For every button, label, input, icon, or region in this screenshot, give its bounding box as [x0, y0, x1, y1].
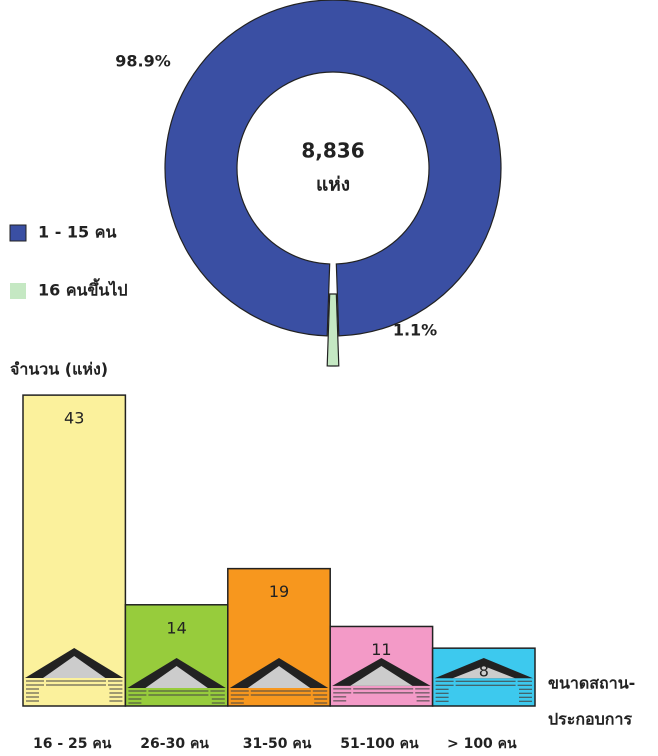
center-unit: แห่ง — [316, 174, 350, 196]
building-icon — [127, 658, 226, 704]
building-icon — [229, 658, 329, 704]
value-label: 43 — [64, 409, 84, 428]
door — [243, 698, 315, 704]
value-label: 11 — [371, 640, 391, 659]
roof-inner — [247, 666, 311, 688]
door — [39, 688, 110, 704]
building-icon — [434, 658, 533, 704]
x-axis-label: ประกอบการ — [548, 710, 632, 729]
center-label: 8,836 — [301, 139, 364, 163]
donut-slice — [326, 293, 340, 367]
building-icon — [25, 648, 124, 704]
door — [141, 698, 212, 704]
y-axis-label: จำนวน (แห่ง) — [10, 360, 108, 379]
building-icon — [332, 658, 431, 704]
x-tick-label: 51-100 คน — [340, 736, 419, 752]
door — [448, 688, 519, 704]
x-tick-label: 31-50 คน — [243, 736, 312, 752]
roof-inner — [452, 666, 515, 679]
bar — [124, 604, 229, 707]
legend-label: 1 - 15 คน — [38, 223, 116, 242]
roof-inner — [145, 666, 208, 688]
roof-inner — [350, 666, 413, 686]
x-tick-label: > 100 คน — [447, 736, 517, 752]
roof-inner — [43, 656, 106, 678]
donut-slice — [164, 0, 502, 337]
x-axis-label: ขนาดสถาน- — [548, 674, 635, 693]
x-tick-label: 26-30 คน — [140, 736, 209, 752]
value-label: 14 — [166, 618, 186, 637]
door — [346, 695, 417, 704]
value-label: 8 — [479, 662, 489, 681]
legend-swatch — [10, 283, 26, 299]
value-label: 19 — [269, 582, 289, 601]
x-tick-label: 16 - 25 คน — [33, 736, 112, 752]
legend-label: 16 คนขึ้นไป — [38, 278, 128, 300]
value-label: 98.9% — [115, 52, 171, 71]
legend-swatch — [9, 224, 27, 242]
value-label: 1.1% — [393, 321, 437, 340]
